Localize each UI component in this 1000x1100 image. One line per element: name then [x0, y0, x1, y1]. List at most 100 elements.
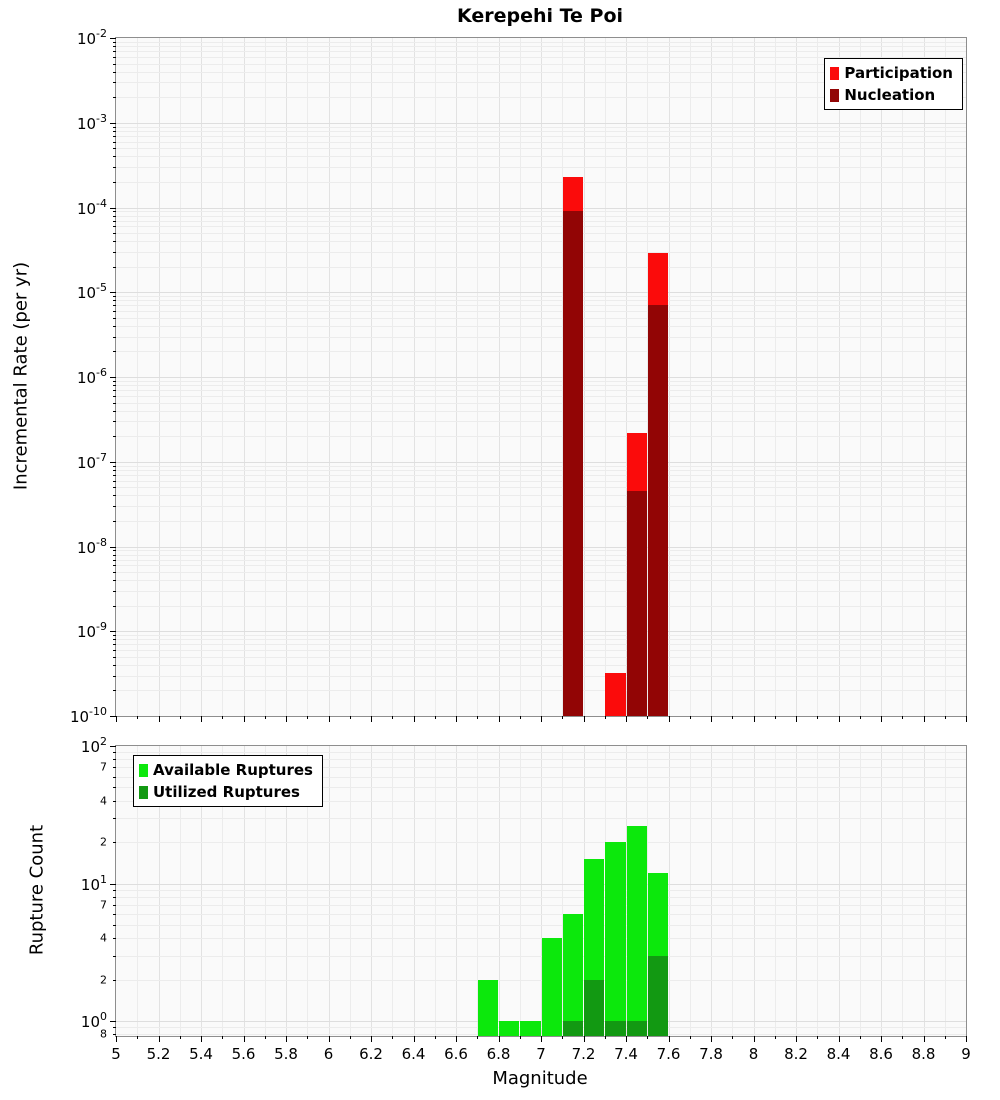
grid-line-horizontal — [116, 656, 966, 658]
grid-line-horizontal — [116, 305, 966, 307]
grid-line-horizontal — [116, 241, 966, 243]
y-tick-mark — [110, 716, 116, 717]
x-tick-mark — [307, 716, 309, 719]
y-minor-tick-label: 2 — [100, 835, 107, 849]
chart-title: Kerepehi Te Poi — [456, 5, 624, 27]
x-tick-mark — [541, 1036, 542, 1042]
x-tick-mark — [753, 1036, 755, 1042]
rupture-count-plot: Available Ruptures Utilized Ruptures 5 5.… — [81, 736, 971, 1063]
utilized-ruptures-swatch — [139, 785, 148, 799]
y-tick-mark — [113, 390, 116, 392]
grid-line-horizontal — [116, 251, 966, 253]
x-tick-mark — [796, 716, 797, 722]
y-tick-label: 10-4 — [76, 196, 107, 218]
x-tick-mark — [774, 716, 776, 719]
y-tick-mark — [110, 546, 116, 548]
y-tick-label: 10-10 — [69, 705, 107, 726]
y-tick-mark — [113, 800, 116, 802]
grid-line-horizontal — [116, 461, 966, 463]
x-tick-mark — [923, 716, 925, 722]
x-tick-label: 5 — [111, 1045, 121, 1063]
x-tick-mark — [902, 1036, 904, 1039]
grid-line-vertical — [264, 746, 266, 1036]
bar-utilized-ruptures — [626, 1021, 647, 1036]
grid-line-horizontal — [116, 506, 966, 508]
x-tick-mark — [732, 1036, 734, 1039]
x-tick-label: 9 — [961, 1045, 971, 1063]
x-tick-mark — [286, 716, 287, 722]
x-tick-mark — [604, 716, 606, 719]
x-tick-mark — [179, 716, 181, 719]
legend-label-nucleation: Nucleation — [844, 86, 936, 104]
rupture-legend: Available Ruptures Utilized Ruptures — [133, 755, 323, 807]
x-tick-mark — [328, 1036, 330, 1042]
y-tick-label: 101 — [80, 872, 107, 894]
y-minor-tick-label: 7 — [100, 898, 107, 912]
y-tick-mark — [113, 465, 116, 467]
grid-line-horizontal — [116, 82, 966, 84]
x-tick-mark — [753, 716, 755, 722]
grid-line-horizontal — [116, 495, 966, 497]
x-tick-mark — [881, 1036, 882, 1042]
x-tick-mark — [264, 716, 266, 719]
grid-line-horizontal — [116, 71, 966, 73]
grid-line-horizontal — [116, 56, 966, 58]
bar-available-ruptures — [477, 979, 498, 1036]
y-tick-mark — [113, 469, 116, 471]
legend-label-utilized-ruptures: Utilized Ruptures — [153, 783, 300, 801]
y-tick-mark — [113, 56, 116, 58]
grid-line-horizontal — [116, 631, 966, 633]
x-tick-mark — [796, 1036, 797, 1042]
x-tick-mark — [286, 1036, 287, 1042]
y-tick-mark — [113, 495, 116, 497]
grid-line-horizontal — [116, 336, 966, 338]
grid-line-horizontal — [116, 664, 966, 666]
grid-line-horizontal — [116, 266, 966, 268]
grid-line-horizontal — [116, 590, 966, 592]
y-tick-mark — [113, 580, 116, 582]
y-tick-mark — [113, 215, 116, 217]
x-tick-mark — [689, 1036, 691, 1039]
x-tick-label: 7.4 — [614, 1045, 638, 1063]
grid-line-horizontal — [116, 436, 966, 438]
y-tick-mark — [113, 559, 116, 561]
y-tick-mark — [110, 883, 116, 885]
x-tick-mark — [456, 716, 457, 722]
x-tick-mark — [498, 1036, 500, 1042]
y-tick-mark — [110, 461, 116, 463]
grid-line-vertical — [753, 746, 755, 1036]
x-tick-mark — [158, 1036, 160, 1042]
grid-line-horizontal — [116, 546, 966, 548]
grid-line-horizontal — [116, 635, 966, 637]
y-tick-label: 10-5 — [76, 281, 107, 303]
y-tick-mark — [113, 317, 116, 319]
y-tick-mark — [113, 41, 116, 43]
y-tick-label: 10-6 — [76, 366, 107, 387]
x-tick-mark — [838, 716, 840, 722]
x-tick-mark — [562, 1036, 564, 1039]
grid-line-horizontal — [116, 520, 966, 522]
grid-line-horizontal — [116, 385, 966, 387]
legend-item-nucleation: Nucleation — [830, 84, 953, 106]
grid-line-horizontal — [116, 644, 966, 646]
grid-line-vertical — [243, 746, 245, 1036]
grid-line-horizontal — [116, 46, 966, 48]
grid-line-horizontal — [116, 126, 966, 128]
x-tick-mark — [668, 716, 670, 722]
x-tick-mark — [137, 1036, 139, 1039]
grid-line-vertical — [286, 746, 287, 1036]
grid-line-vertical — [859, 746, 861, 1036]
y-tick-mark — [113, 156, 116, 158]
y-tick-mark — [113, 135, 116, 137]
x-tick-label: 5.8 — [274, 1045, 298, 1063]
legend-item-available-ruptures: Available Ruptures — [139, 759, 313, 781]
y-tick-label: 10-8 — [76, 535, 107, 557]
x-tick-mark — [902, 716, 904, 719]
grid-line-vertical — [456, 746, 457, 1036]
y-tick-mark — [113, 211, 116, 213]
x-tick-mark — [413, 716, 415, 722]
y-tick-mark — [113, 71, 116, 73]
grid-line-horizontal — [116, 767, 966, 769]
x-tick-mark — [944, 716, 946, 719]
